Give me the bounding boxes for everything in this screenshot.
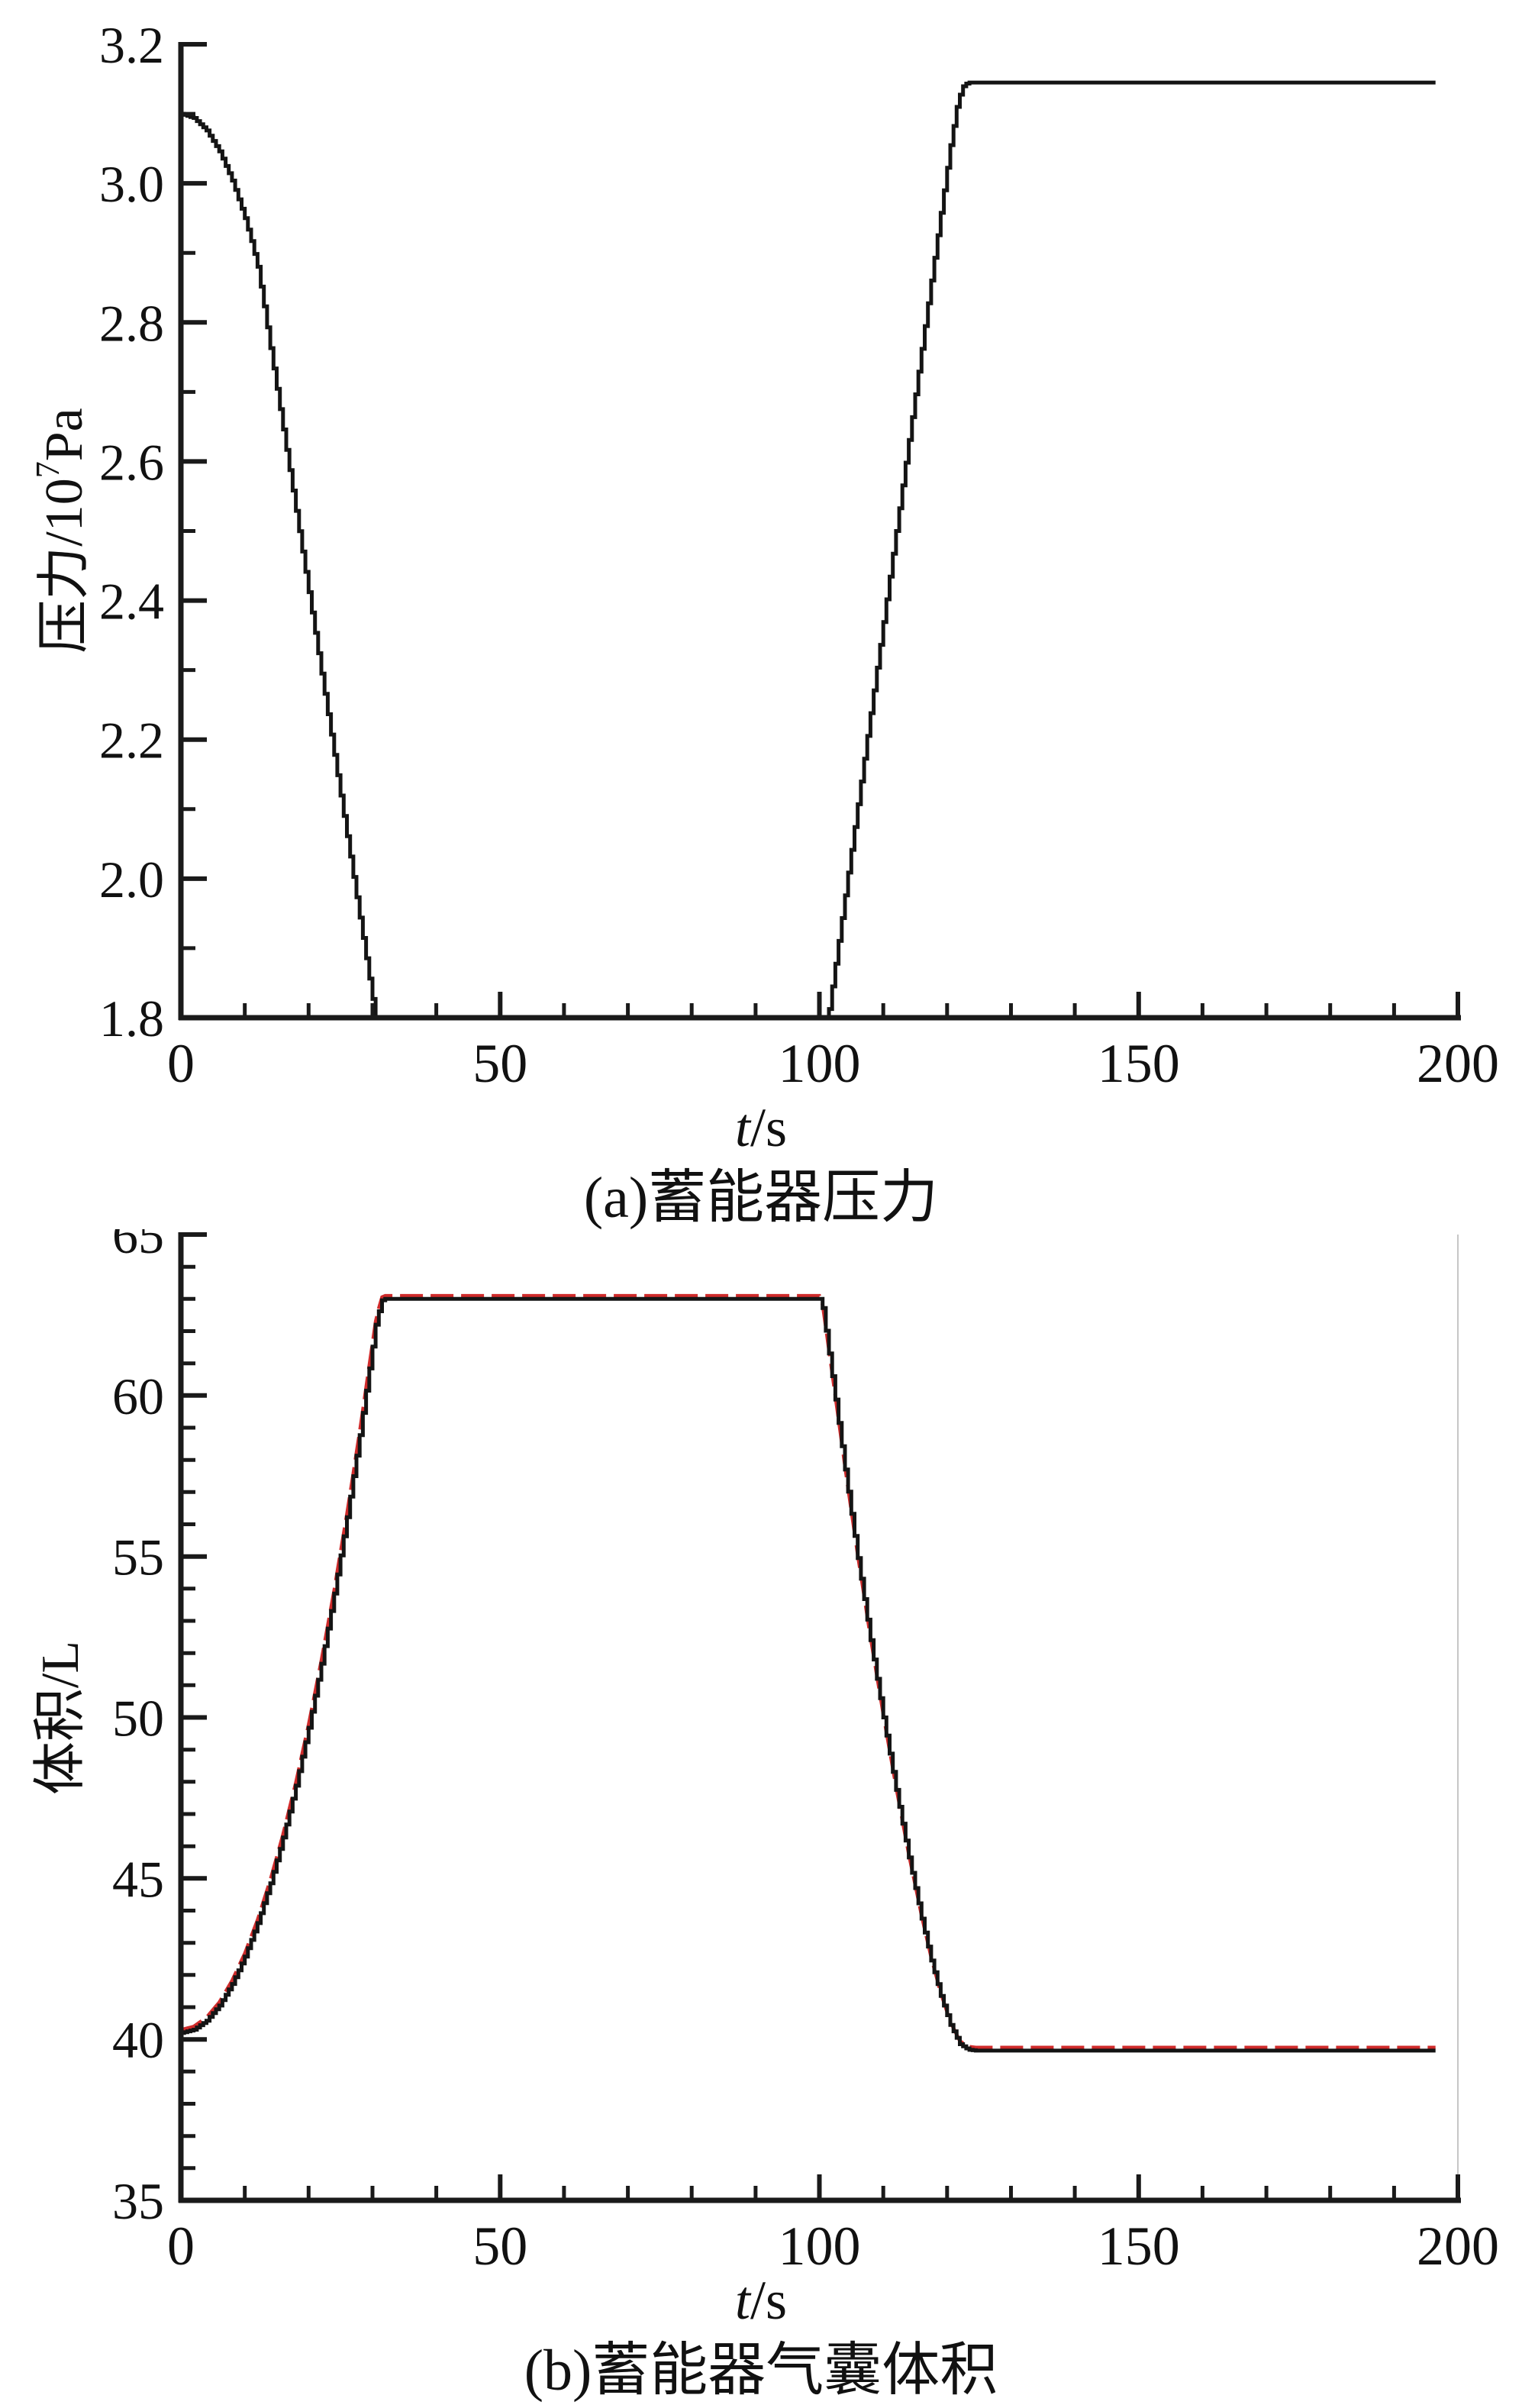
volume-y-tick-label: 35 <box>112 2172 164 2230</box>
pressure-y-tick-label: 3.2 <box>99 16 164 74</box>
pressure-y-tick-label: 3.0 <box>99 155 164 213</box>
volume-x-axis-title: t/s <box>0 2269 1522 2332</box>
pressure-x-tick-label: 200 <box>1417 1033 1499 1094</box>
volume-series-group <box>180 1293 1436 2053</box>
volume-y-tick-label: 40 <box>112 2011 164 2069</box>
pressure-x-tick-label: 150 <box>1098 1033 1180 1094</box>
pressure-y-tick-label: 2.6 <box>99 433 164 491</box>
pressure-series-black-solid <box>181 80 1436 1018</box>
volume-y-title-base: 体积/L <box>31 1640 90 1796</box>
volume-y-axis-title: 体积/L <box>2 1412 90 2023</box>
volume-series-red-dashed <box>180 1293 1436 2049</box>
volume-series-black-solid <box>181 1296 1436 2053</box>
pressure-y-tick-label: 1.8 <box>99 989 164 1047</box>
pressure-x-title-symbol: t <box>734 1097 750 1158</box>
volume-y-tick-label: 45 <box>112 1850 164 1908</box>
volume-axes: 0 50 100 150 200 35 40 45 50 55 60 65 <box>112 1229 1499 2277</box>
volume-x-title-symbol: t <box>734 2270 750 2331</box>
pressure-chart: 0 50 100 150 200 1.8 2.0 2.2 2.4 2.6 2.8 3.0 3.2 <box>99 16 1499 1094</box>
volume-x-tick-label: 200 <box>1417 2216 1499 2277</box>
pressure-series-group <box>181 80 1436 1018</box>
pressure-x-tick-label: 0 <box>167 1033 195 1094</box>
pressure-caption: (a)蓄能器压力 <box>583 1166 939 1230</box>
volume-y-tick-label: 50 <box>112 1690 164 1748</box>
pressure-y-tick-label: 2.0 <box>99 851 164 909</box>
pressure-y-axis-title: 压力/107Pa <box>6 225 94 836</box>
volume-x-tick-label: 0 <box>167 2216 195 2277</box>
pressure-x-tick-label: 100 <box>779 1033 861 1094</box>
pressure-y-tick-label: 2.8 <box>99 294 164 352</box>
pressure-x-title-unit: /s <box>750 1097 788 1158</box>
pressure-y-title-superscript: 7 <box>29 461 66 479</box>
pressure-y-title-unit: Pa <box>35 408 94 462</box>
volume-y-tick-label: 55 <box>112 1528 164 1587</box>
pressure-x-axis-title: t/s <box>0 1096 1522 1160</box>
pressure-y-tick-label: 2.2 <box>99 712 164 770</box>
volume-x-tick-label: 50 <box>472 2216 527 2277</box>
pressure-y-title-base: 压力/10 <box>35 478 94 654</box>
volume-x-tick-label: 150 <box>1098 2216 1180 2277</box>
volume-x-title-unit: /s <box>750 2270 788 2331</box>
pressure-x-tick-label: 50 <box>472 1033 527 1094</box>
pressure-axes: 0 50 100 150 200 1.8 2.0 2.2 2.4 2.6 2.8 3.0 3.2 <box>99 16 1499 1094</box>
volume-chart: 0 50 100 150 200 35 40 45 50 55 60 65 <box>112 1229 1499 2277</box>
volume-x-tick-label: 100 <box>779 2216 861 2277</box>
pressure-y-tick-label: 2.4 <box>99 573 164 631</box>
volume-y-tick-label: 60 <box>112 1367 164 1425</box>
volume-y-tick-label: 65 <box>112 1229 164 1264</box>
volume-caption: (b)蓄能器气囊体积 <box>524 2339 998 2403</box>
